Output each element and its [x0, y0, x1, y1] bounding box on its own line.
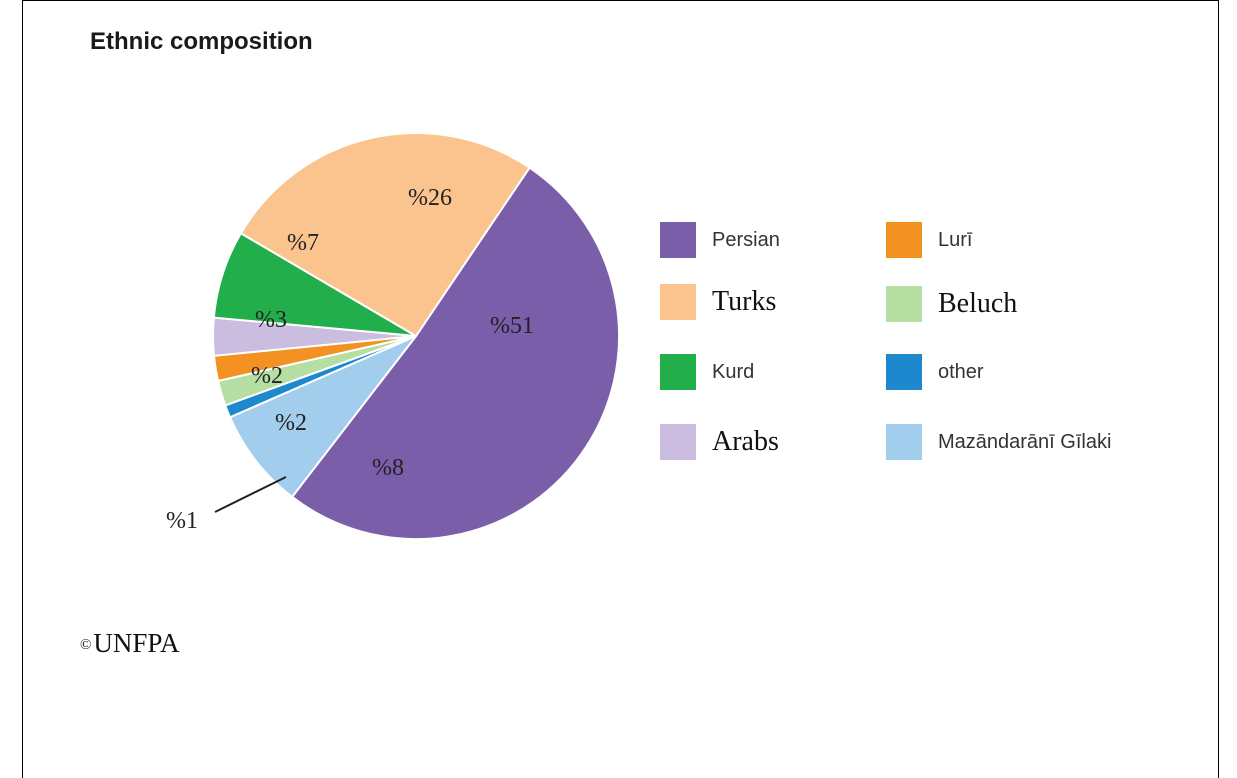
slice-label-persian: %51 — [490, 313, 534, 339]
legend-item-kurd: Kurd — [660, 352, 754, 392]
slice-label-beluch: %2 — [275, 410, 307, 436]
legend-item-arabs: Arabs — [660, 422, 779, 462]
source-credit: ©UNFPA — [80, 628, 179, 659]
legend-label-mazandarani: Mazāndarānī Gīlaki — [938, 430, 1112, 453]
chart-title: Ethnic composition — [90, 28, 313, 55]
legend-swatch-other — [886, 354, 922, 390]
frame-top-border — [22, 0, 1219, 8]
pie-slice-mazandarani — [228, 335, 417, 499]
credit-text: UNFPA — [93, 628, 180, 658]
legend-label-other: other — [938, 360, 984, 383]
legend-label-persian: Persian — [712, 228, 780, 251]
frame-left-border — [22, 0, 23, 778]
slice-label-kurd: %7 — [287, 230, 319, 256]
legend: Persian Turks Kurd Arabs Lurī Beluch oth… — [660, 218, 1180, 468]
legend-label-luri: Lurī — [938, 228, 973, 251]
legend-label-arabs: Arabs — [712, 426, 779, 457]
legend-swatch-kurd — [660, 354, 696, 390]
legend-swatch-persian — [660, 222, 696, 258]
legend-item-persian: Persian — [660, 220, 780, 260]
legend-swatch-turks — [660, 284, 696, 320]
legend-swatch-luri — [886, 222, 922, 258]
legend-item-luri: Lurī — [886, 220, 972, 260]
legend-item-beluch: Beluch — [886, 284, 1017, 324]
legend-swatch-beluch — [886, 286, 922, 322]
slice-label-luri: %2 — [251, 363, 283, 389]
pie-slice-turks — [239, 132, 531, 338]
copyright-symbol: © — [80, 637, 92, 654]
legend-item-turks: Turks — [660, 282, 776, 322]
slice-label-turks: %26 — [408, 185, 452, 211]
legend-swatch-arabs — [660, 424, 696, 460]
slice-label-arabs: %3 — [255, 307, 287, 333]
slice-label-mazandarani: %8 — [372, 455, 404, 481]
slice-label-other: %1 — [166, 508, 198, 534]
leader-line-other — [214, 476, 287, 513]
legend-item-mazandarani: Mazāndarānī Gīlaki — [886, 422, 1111, 462]
legend-swatch-mazandarani — [886, 424, 922, 460]
legend-label-turks: Turks — [712, 286, 777, 317]
frame-right-border — [1218, 0, 1219, 778]
legend-label-beluch: Beluch — [938, 288, 1018, 319]
pie-slice-persian — [290, 166, 621, 541]
legend-label-kurd: Kurd — [712, 360, 755, 383]
legend-item-other: other — [886, 352, 984, 392]
